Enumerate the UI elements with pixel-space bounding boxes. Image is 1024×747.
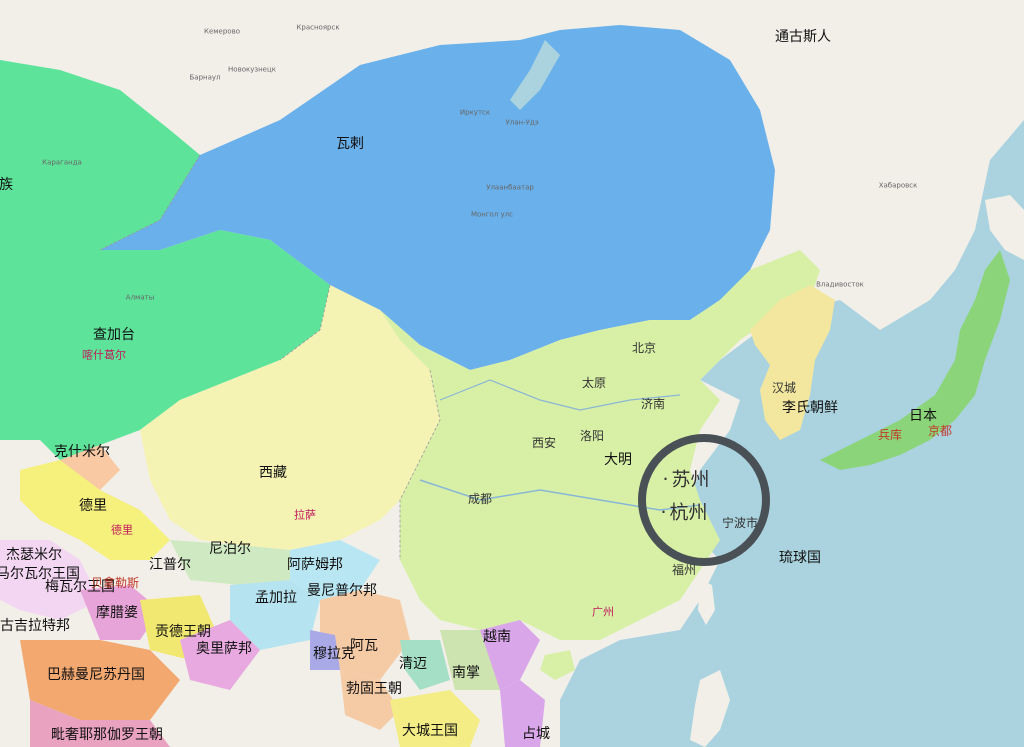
ru-barnaul: Барнаул (189, 73, 221, 82)
label-jaunpur[interactable]: 江普尔 (149, 557, 191, 573)
label-oirat[interactable]: 瓦剌 (336, 136, 364, 152)
label-delhi-sub: 德里 (111, 523, 133, 537)
label-champa[interactable]: 占城 (522, 726, 550, 742)
land-japan (820, 250, 1010, 470)
label-joseon[interactable]: 李氏朝鲜 (782, 400, 838, 416)
land-taiwan (698, 580, 715, 625)
label-mewar-sub: 贝拿勒斯 (90, 576, 140, 590)
label-tibet[interactable]: 西藏 (259, 465, 287, 481)
city-fuzhou[interactable]: 福州 (671, 563, 697, 577)
label-kashmir[interactable]: 克什米尔 (54, 444, 110, 460)
label-kashgar: 喀什葛尔 (82, 348, 126, 362)
region-bengal (230, 580, 320, 650)
region-pegu (340, 670, 400, 730)
label-gujarat[interactable]: 古吉拉特邦 (0, 618, 70, 634)
label-assam[interactable]: 阿萨姆邦 (287, 557, 343, 573)
label-ming[interactable]: 大明 (604, 452, 632, 468)
label-mongols[interactable]: 通古斯人 (775, 29, 831, 45)
region-malwa (80, 585, 160, 640)
city-suzhou[interactable]: 苏州 (662, 470, 710, 490)
city-beijing[interactable]: 北京 (631, 341, 657, 355)
region-vijayanagara (30, 700, 170, 747)
ru-khabarovsk: Хабаровск (878, 181, 918, 190)
region-mrauk-u (310, 630, 340, 670)
land-hainan (540, 650, 575, 680)
ru-mongol: Монгол улс (470, 210, 514, 219)
label-marwar[interactable]: 马尔瓦尔王国 (0, 566, 80, 582)
label-vijayanagara[interactable]: 毗奢耶那伽罗王朝 (51, 727, 163, 743)
city-chengdu[interactable]: 成都 (467, 492, 493, 506)
label-lhasa: 拉萨 (294, 508, 316, 522)
label-mewar[interactable]: 梅瓦尔王国 (45, 579, 115, 595)
region-champa (500, 680, 545, 747)
region-joseon (750, 285, 835, 440)
label-jaisalmer[interactable]: 杰瑟米尔 (6, 547, 62, 563)
city-ningbo: 宁波市 (721, 516, 759, 530)
label-orissa[interactable]: 奥里萨邦 (196, 641, 252, 657)
city-guangzhou: 广州 (592, 605, 614, 619)
city-luoyang[interactable]: 洛阳 (579, 429, 605, 443)
region-chagatai (0, 60, 330, 460)
border-lines (99, 154, 441, 560)
label-ayutthaya[interactable]: 大城王国 (402, 723, 458, 739)
land-luzon (690, 670, 730, 747)
region-bahmani (20, 640, 180, 720)
city-xian[interactable]: 西安 (531, 436, 557, 450)
ru-almaty: Алматы (125, 293, 155, 302)
label-lanna[interactable]: 清迈 (399, 656, 427, 672)
river-yellow (439, 379, 681, 411)
label-nepal[interactable]: 尼泊尔 (209, 541, 251, 557)
highlight-ring (638, 434, 770, 566)
label-bahmani[interactable]: 巴赫曼尼苏丹国 (47, 667, 145, 683)
label-chagatai[interactable]: 查加台 (93, 327, 135, 343)
label-ryukyu[interactable]: 琉球国 (779, 550, 821, 566)
ru-karaganda: Караганда (42, 158, 82, 167)
region-ava (320, 590, 410, 680)
ru-ulaanbaatar: Улаанбаатар (486, 183, 534, 192)
ru-ulan-ude: Улан-Удэ (505, 118, 539, 127)
city-jinan[interactable]: 济南 (640, 397, 666, 411)
label-delhi[interactable]: 德里 (79, 498, 107, 514)
label-lan-xang[interactable]: 南掌 (452, 665, 480, 681)
region-nepal (170, 540, 290, 585)
ru-krasnoyarsk: Красноярск (296, 23, 340, 32)
region-assam (290, 540, 380, 600)
label-japan[interactable]: 日本 (909, 408, 937, 424)
label-mrauk-u[interactable]: 穆拉克 (313, 646, 355, 662)
ru-kemerovo: Кемерово (204, 27, 240, 36)
city-hangzhou[interactable]: 杭州 (660, 503, 708, 523)
label-edge-left: 族 (0, 177, 13, 193)
lake-baikal (510, 40, 560, 110)
region-dai-viet (480, 620, 540, 690)
label-malwa[interactable]: 摩腊婆 (96, 605, 138, 621)
region-mewar (0, 540, 100, 620)
region-orissa (180, 620, 260, 690)
ru-vladivostok: Владивосток (816, 280, 864, 289)
label-kyoto: 京都 (927, 424, 953, 438)
city-hanseong[interactable]: 汉城 (771, 381, 797, 395)
label-pegu[interactable]: 勃固王朝 (346, 681, 402, 697)
region-ming (330, 250, 820, 640)
label-bengal[interactable]: 孟加拉 (255, 590, 297, 606)
label-ava[interactable]: 阿瓦 (350, 638, 378, 654)
label-japan-sub: 兵库 (877, 428, 903, 442)
region-delhi (20, 460, 170, 560)
land-hokkaido (985, 195, 1024, 260)
region-tibet (140, 285, 440, 550)
region-lanna (400, 640, 450, 690)
region-ayutthaya (390, 690, 480, 747)
city-taiyuan[interactable]: 太原 (581, 376, 607, 390)
ru-irkutsk: Иркутск (459, 108, 491, 117)
ru-novokuznetsk: Новокузнецк (228, 65, 276, 74)
label-gondwana[interactable]: 贡德王朝 (155, 624, 211, 640)
region-oirat (70, 25, 775, 370)
label-manipur[interactable]: 曼尼普尔邦 (307, 583, 377, 599)
label-dai-viet[interactable]: 越南 (483, 629, 511, 645)
